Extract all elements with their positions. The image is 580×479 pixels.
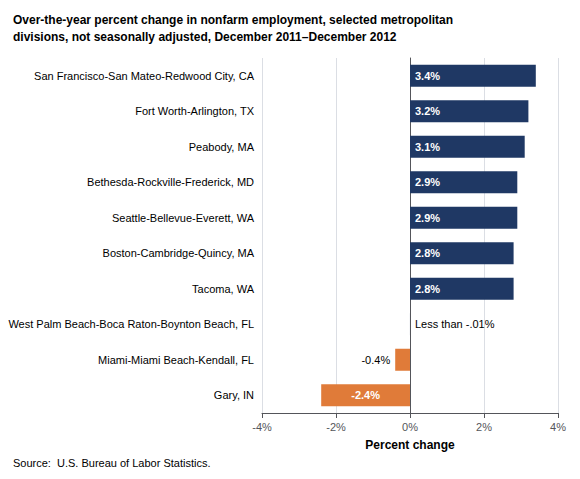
svg-text:Over-the-year percent change i: Over-the-year percent change in nonfarm … [13,13,453,27]
svg-text:Bethesda-Rockville-Frederick,: Bethesda-Rockville-Frederick, MD [87,176,254,188]
svg-text:-2.4%: -2.4% [351,389,380,401]
svg-text:Percent change: Percent change [365,438,455,452]
svg-text:3.2%: 3.2% [415,105,440,117]
svg-text:2.8%: 2.8% [415,247,440,259]
svg-text:3.4%: 3.4% [415,70,440,82]
svg-text:2.8%: 2.8% [415,283,440,295]
svg-text:Source: U.S. Bureau of Labor: Source: U.S. Bureau of Labor Statistics. [13,457,210,469]
svg-text:Seattle-Bellevue-Everett, WA: Seattle-Bellevue-Everett, WA [112,212,255,224]
svg-text:2%: 2% [476,421,492,433]
svg-text:Tacoma, WA: Tacoma, WA [192,283,255,295]
svg-text:Gary, IN: Gary, IN [214,389,254,401]
svg-text:Fort Worth-Arlington, TX: Fort Worth-Arlington, TX [135,105,254,117]
svg-text:Less than -.01%: Less than -.01% [415,318,495,330]
svg-text:4%: 4% [550,421,566,433]
svg-text:-4%: -4% [252,421,272,433]
svg-text:San Francisco-San Mateo-Redwoo: San Francisco-San Mateo-Redwood City, CA [34,70,255,82]
svg-text:3.1%: 3.1% [415,141,440,153]
svg-text:Boston-Cambridge-Quincy, MA: Boston-Cambridge-Quincy, MA [103,247,255,259]
svg-text:-2%: -2% [326,421,346,433]
svg-text:divisions, not seasonally adju: divisions, not seasonally adjusted, Dece… [13,30,397,44]
svg-text:0%: 0% [402,421,418,433]
svg-text:-0.4%: -0.4% [361,354,390,366]
svg-text:2.9%: 2.9% [415,212,440,224]
svg-text:2.9%: 2.9% [415,176,440,188]
svg-text:Miami-Miami Beach-Kendall, FL: Miami-Miami Beach-Kendall, FL [98,354,254,366]
svg-text:Peabody, MA: Peabody, MA [189,141,255,153]
svg-text:West Palm Beach-Boca Raton-Boy: West Palm Beach-Boca Raton-Boynton Beach… [8,318,254,330]
